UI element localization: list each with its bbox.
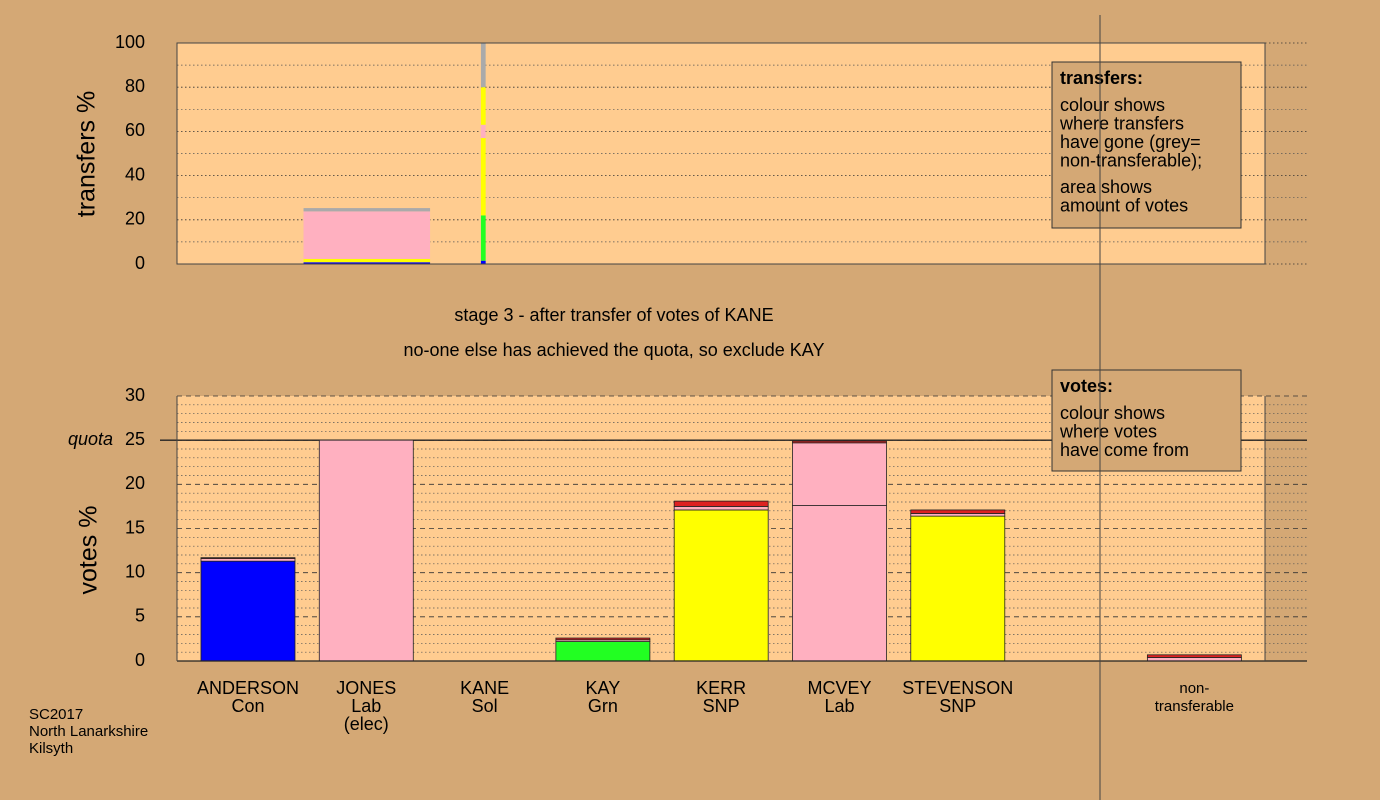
x-tick-label: SNP [939,696,976,716]
transfer-segment [480,215,486,261]
x-tick-label: Sol [472,696,498,716]
x-tick-label: KANE [460,678,509,698]
bar-segment [792,440,887,444]
chart-title: stage 3 - after transfer of votes of KAN… [454,305,773,325]
x-tick-label: KAY [586,678,621,698]
bar-segment [792,442,887,506]
transfer-segment [480,138,486,216]
transfer-segment [303,208,431,212]
transfer-segment [303,262,431,264]
x-tick-label: non- [1179,680,1209,697]
y-tick-label: 0 [135,253,145,273]
x-tick-label: Lab [824,696,854,716]
x-tick-label: Con [231,696,264,716]
quota-label: quota [68,429,113,449]
note-line: amount of votes [1060,195,1188,215]
transfer-segment [480,87,486,125]
bar-segment [318,439,414,662]
x-tick-label: KERR [696,678,746,698]
bar-segment [200,557,296,559]
bar-segment [910,509,1006,514]
x-tick-label: ANDERSON [197,678,299,698]
bar-segment [792,505,887,662]
footer-line: North Lanarkshire [29,723,148,740]
y-tick-label: 20 [125,473,145,493]
transfer-segment [303,258,431,263]
note-line: non-transferable); [1060,150,1202,170]
bar-segment [1146,654,1242,658]
y-tick-label: 0 [135,650,145,670]
x-tick-label: MCVEY [807,678,871,698]
x-tick-label: Grn [588,696,618,716]
y-tick-label: 5 [135,606,145,626]
bar-segment [555,641,651,662]
y-axis-label: votes % [75,506,103,595]
footer-line: SC2017 [29,706,83,723]
transfer-segment [480,124,486,139]
bar-segment [555,637,651,641]
x-tick-label: Lab [351,696,381,716]
y-tick-label: 30 [125,385,145,405]
note-line: have gone (grey= [1060,132,1201,152]
x-tick-label: SNP [703,696,740,716]
note-line: where votes [1059,421,1157,441]
y-tick-label: 15 [125,517,145,537]
note-box [1051,61,1242,229]
y-tick-label: 25 [125,429,145,449]
bar-segment [200,560,296,662]
x-tick-label: (elec) [344,714,389,734]
y-tick-label: 100 [115,32,145,52]
note-line: colour shows [1060,95,1165,115]
x-tick-label: transferable [1155,698,1234,715]
note-line: have come from [1060,440,1189,460]
x-tick-label: STEVENSON [902,678,1013,698]
note-heading: transfers: [1060,68,1143,88]
bar-segment [673,509,769,662]
note-box [1051,369,1242,472]
y-tick-label: 10 [125,561,145,581]
bar-segment [910,515,1006,662]
transfer-segment [303,211,431,259]
y-tick-label: 40 [125,164,145,184]
footer-line: Kilsyth [29,740,73,757]
y-tick-label: 20 [125,209,145,229]
x-tick-label: JONES [336,678,396,698]
transfer-segment [480,260,486,264]
plot-frame [176,42,1266,265]
note-line: area shows [1060,177,1152,197]
note-heading: votes: [1060,376,1113,396]
bar-segment [673,500,769,507]
y-tick-label: 80 [125,76,145,96]
transfer-segment [480,43,486,88]
chart-subtitle: no-one else has achieved the quota, so e… [404,340,825,360]
y-axis-label: transfers % [73,91,101,217]
note-line: colour shows [1060,403,1165,423]
y-tick-label: 60 [125,120,145,140]
bar-segment [673,506,769,511]
note-line: where transfers [1059,113,1184,133]
